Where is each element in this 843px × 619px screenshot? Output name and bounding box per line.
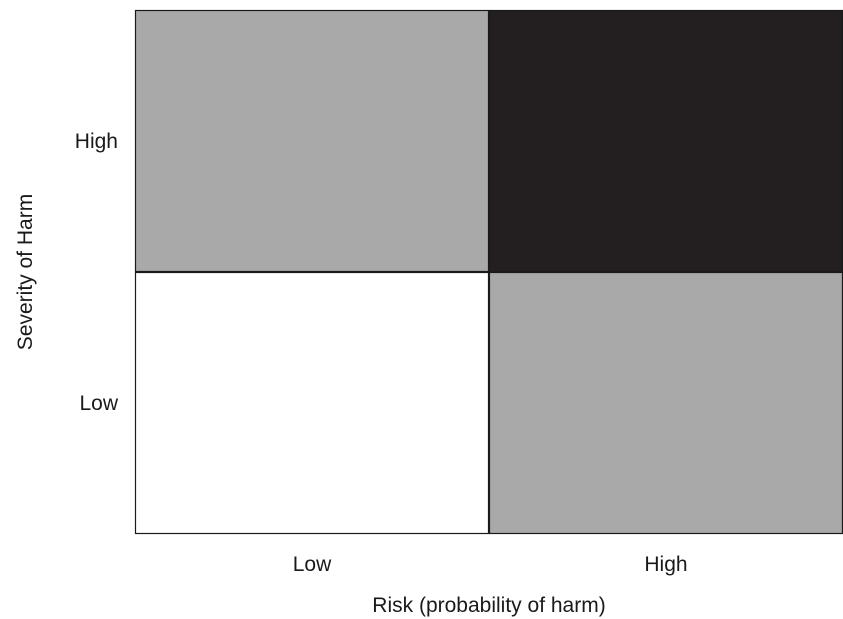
x-tick-labels: Low High [293, 553, 688, 576]
cell-low-risk-high-severity [134, 9, 490, 273]
x-axis-label: Risk (probability of harm) [372, 594, 605, 617]
y-axis-label: Severity of Harm [14, 194, 37, 350]
y-tick-labels: Low High [75, 130, 119, 415]
x-tick-label-low: Low [293, 553, 332, 576]
y-tick-label-low: Low [79, 392, 118, 415]
y-tick-label-high: High [75, 130, 118, 153]
x-tick-label-high: High [644, 553, 687, 576]
cell-high-risk-high-severity [488, 9, 843, 273]
cell-low-risk-low-severity [134, 271, 490, 535]
cell-high-risk-low-severity [488, 271, 843, 535]
matrix-cells [134, 9, 843, 535]
